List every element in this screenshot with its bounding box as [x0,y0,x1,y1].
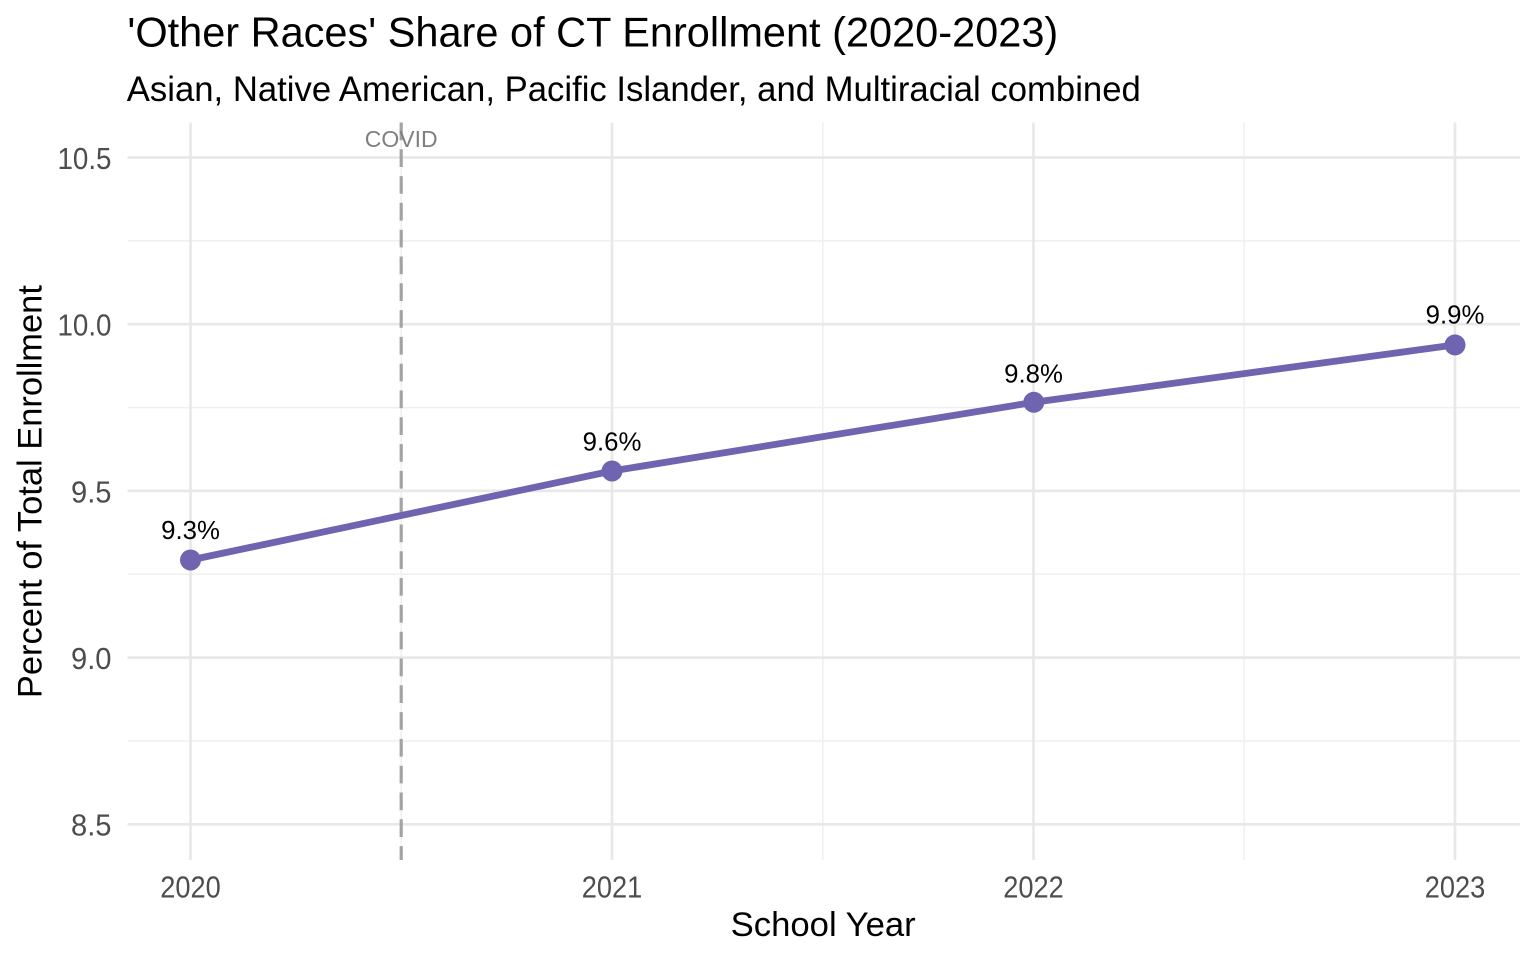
svg-text:Asian, Native American, Pacifi: Asian, Native American, Pacific Islander… [127,70,1141,109]
svg-text:9.6%: 9.6% [583,429,642,457]
svg-text:2020: 2020 [160,871,221,905]
svg-text:9.0: 9.0 [71,642,112,676]
svg-text:School Year: School Year [731,906,916,944]
svg-text:9.9%: 9.9% [1426,301,1485,329]
svg-text:2021: 2021 [582,871,643,905]
svg-text:10.5: 10.5 [58,142,112,176]
svg-text:8.5: 8.5 [71,809,112,843]
svg-text:9.3%: 9.3% [161,517,220,545]
svg-text:2023: 2023 [1425,871,1486,905]
svg-text:2022: 2022 [1003,871,1064,905]
svg-text:9.8%: 9.8% [1004,360,1063,388]
svg-text:COVID: COVID [365,126,438,152]
svg-text:Percent of Total Enrollment: Percent of Total Enrollment [12,285,50,698]
svg-text:9.5: 9.5 [71,475,112,509]
svg-text:'Other Races' Share of CT Enro: 'Other Races' Share of CT Enrollment (20… [127,9,1058,56]
svg-text:10.0: 10.0 [58,309,112,343]
